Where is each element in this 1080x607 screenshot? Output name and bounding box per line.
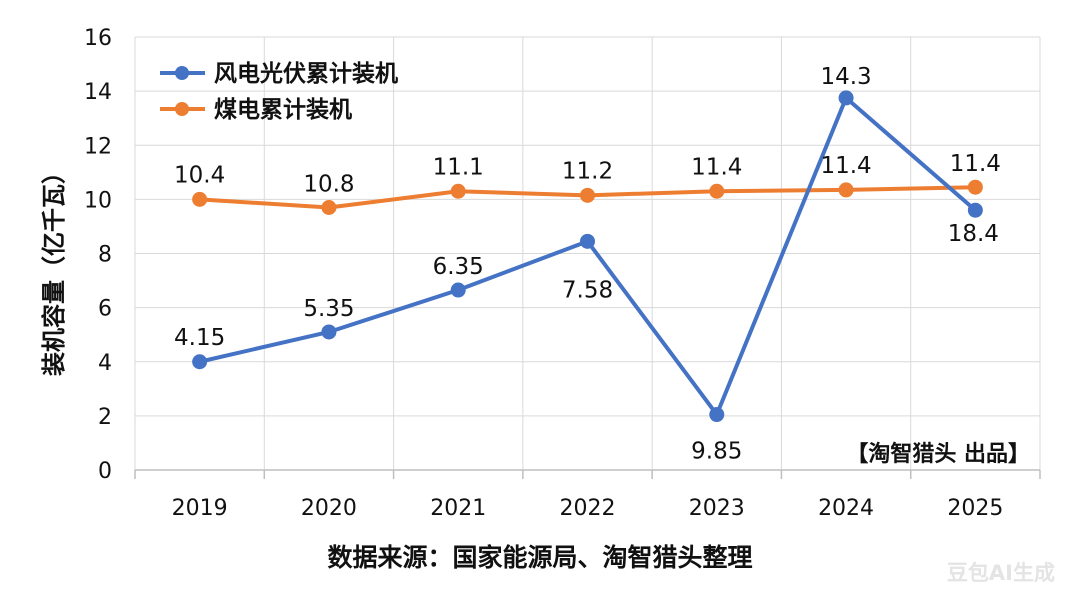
axes [134,469,1041,479]
data-point-coal [709,183,725,199]
watermark-text: 豆包AI生成 [947,561,1055,585]
data-point-coal [838,182,854,198]
data-label-coal: 11.4 [950,151,1001,177]
y-tick-label: 6 [98,297,112,322]
y-tick-label: 16 [84,26,112,51]
data-label-coal: 10.4 [174,162,225,188]
data-label-wind-solar: 7.58 [562,277,613,303]
data-label-coal: 11.1 [433,154,484,180]
x-tick-label: 2020 [301,496,357,521]
data-point-wind-solar [838,90,854,106]
data-point-wind-solar [192,354,208,370]
data-point-wind-solar [321,324,337,340]
legend-marker-coal [175,102,189,116]
x-tick-label: 2019 [172,496,228,521]
data-label-coal: 11.4 [820,153,871,179]
data-label-coal: 11.4 [691,154,742,180]
data-label-wind-solar: 4.15 [174,325,225,351]
data-point-coal [450,183,466,199]
legend-marker-wind-solar [175,66,189,80]
y-tick-label: 14 [84,80,112,105]
y-tick-label: 8 [98,243,112,268]
x-tick-labels: 2019 2020 2021 2022 2023 2024 2025 [172,496,1004,521]
y-axis-label: 装机容量（亿千瓦） [40,160,68,376]
data-label-wind-solar: 6.35 [433,254,484,280]
series-group [192,90,983,423]
data-point-wind-solar [709,407,725,423]
y-tick-label: 12 [84,134,112,159]
x-tick-label: 2023 [689,496,745,521]
data-point-wind-solar [967,202,983,218]
data-point-coal [192,191,208,207]
y-tick-label: 2 [98,405,112,430]
data-point-coal [967,179,983,195]
y-tick-label: 0 [98,459,112,484]
data-label-wind-solar: 14.3 [820,64,871,90]
data-point-wind-solar [450,282,466,298]
x-axis-label: 数据来源：国家能源局、淘智猎头整理 [327,543,752,572]
y-tick-label: 4 [98,351,112,376]
brand-annotation: 【淘智猎头 出品】 [846,441,1030,467]
data-label-coal: 11.2 [562,158,613,184]
y-tick-label: 10 [84,188,112,213]
data-label-coal: 10.8 [303,171,354,197]
data-label-wind-solar: 5.35 [303,296,354,322]
data-point-wind-solar [580,233,595,249]
legend: 风电光伏累计装机 煤电累计装机 [160,60,398,123]
data-label-wind-solar: 9.85 [691,439,742,465]
y-tick-labels: 0 2 4 6 8 10 12 14 16 [84,26,112,484]
legend-label-coal: 煤电累计装机 [214,97,352,123]
x-tick-label: 2025 [947,496,1003,521]
x-tick-label: 2024 [818,496,874,521]
data-labels: 4.15 5.35 6.35 7.58 9.85 14.3 18.4 10.4 10.8 11.1… [174,64,1001,465]
data-point-coal [580,187,595,203]
x-tick-label: 2022 [560,496,616,521]
legend-label-wind-solar: 风电光伏累计装机 [214,60,398,87]
data-label-wind-solar: 18.4 [948,221,999,247]
x-tick-label: 2021 [430,496,486,521]
data-point-coal [321,199,337,215]
